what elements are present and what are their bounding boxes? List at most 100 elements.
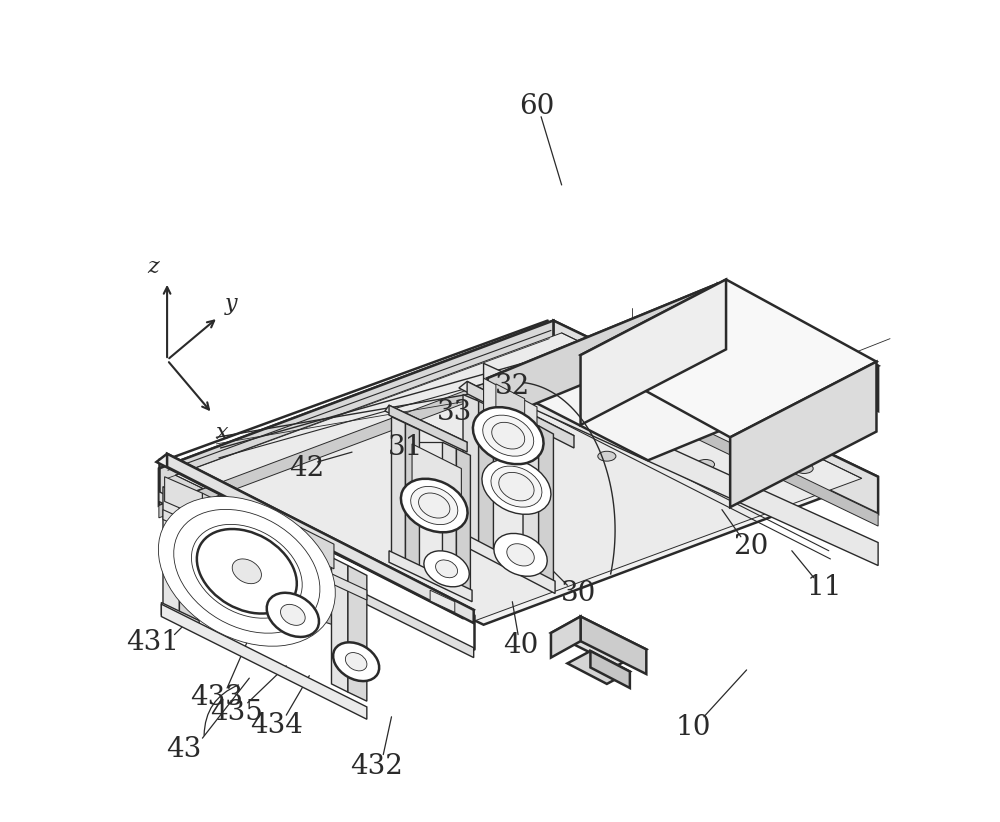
Polygon shape (391, 417, 405, 569)
Polygon shape (385, 405, 467, 448)
Polygon shape (268, 511, 301, 552)
Polygon shape (590, 651, 630, 688)
Polygon shape (706, 417, 747, 473)
Polygon shape (567, 651, 630, 684)
Polygon shape (586, 358, 627, 413)
Ellipse shape (795, 464, 813, 473)
Text: 42: 42 (289, 455, 324, 482)
Polygon shape (463, 395, 479, 551)
Polygon shape (581, 616, 646, 674)
Polygon shape (163, 557, 199, 584)
Text: z: z (147, 256, 159, 278)
Polygon shape (301, 528, 334, 569)
Text: y: y (225, 293, 237, 315)
Ellipse shape (598, 451, 616, 461)
Text: 10: 10 (675, 714, 711, 741)
Polygon shape (412, 444, 461, 506)
Polygon shape (179, 495, 198, 631)
Text: 32: 32 (495, 373, 530, 399)
Polygon shape (484, 378, 537, 448)
Polygon shape (165, 477, 202, 518)
Polygon shape (156, 454, 474, 618)
Text: x: x (216, 422, 229, 444)
Text: 11: 11 (807, 575, 842, 601)
Polygon shape (488, 284, 878, 460)
Polygon shape (539, 426, 553, 582)
Polygon shape (488, 284, 718, 423)
Polygon shape (484, 363, 878, 566)
Polygon shape (331, 574, 367, 600)
Text: 40: 40 (503, 632, 538, 658)
Polygon shape (202, 493, 235, 534)
Polygon shape (175, 333, 862, 621)
Ellipse shape (232, 559, 261, 584)
Polygon shape (163, 487, 179, 623)
Ellipse shape (191, 524, 302, 618)
Ellipse shape (826, 394, 849, 409)
Text: 30: 30 (560, 580, 596, 607)
Ellipse shape (197, 529, 297, 613)
Polygon shape (551, 616, 581, 658)
Ellipse shape (174, 510, 320, 633)
Polygon shape (479, 401, 493, 557)
Polygon shape (456, 449, 470, 600)
Text: 431: 431 (127, 630, 180, 656)
Polygon shape (581, 279, 726, 425)
Polygon shape (159, 321, 553, 506)
Polygon shape (163, 510, 199, 536)
Polygon shape (188, 546, 245, 575)
Polygon shape (697, 455, 755, 484)
Text: 434: 434 (250, 712, 303, 738)
Polygon shape (389, 405, 467, 452)
FancyArrowPatch shape (204, 685, 238, 736)
Polygon shape (159, 358, 553, 518)
Polygon shape (307, 605, 364, 635)
Ellipse shape (492, 423, 525, 449)
Ellipse shape (345, 653, 367, 671)
Ellipse shape (436, 560, 458, 578)
Ellipse shape (411, 487, 458, 524)
Ellipse shape (419, 493, 450, 518)
Polygon shape (553, 358, 878, 526)
Polygon shape (718, 284, 878, 411)
Polygon shape (581, 279, 876, 437)
Polygon shape (467, 381, 574, 448)
Polygon shape (161, 604, 367, 719)
Polygon shape (161, 603, 199, 633)
Polygon shape (159, 492, 474, 658)
Ellipse shape (768, 383, 791, 398)
Ellipse shape (499, 473, 534, 501)
Polygon shape (461, 532, 555, 593)
Polygon shape (553, 321, 878, 514)
Ellipse shape (158, 496, 335, 646)
Polygon shape (167, 454, 474, 623)
Text: 31: 31 (388, 435, 423, 461)
Ellipse shape (696, 459, 715, 469)
Text: 433: 433 (190, 684, 243, 710)
Ellipse shape (333, 642, 379, 681)
Polygon shape (459, 381, 574, 442)
Ellipse shape (494, 533, 547, 576)
Polygon shape (196, 508, 237, 564)
Polygon shape (496, 384, 525, 422)
Polygon shape (430, 590, 455, 612)
Polygon shape (442, 442, 456, 593)
Ellipse shape (491, 466, 542, 507)
Polygon shape (348, 566, 367, 701)
Polygon shape (159, 321, 878, 625)
Ellipse shape (401, 478, 468, 533)
Polygon shape (389, 551, 472, 602)
Polygon shape (551, 616, 646, 666)
Polygon shape (405, 423, 419, 575)
Ellipse shape (267, 593, 319, 637)
Polygon shape (315, 567, 356, 623)
Ellipse shape (482, 459, 551, 515)
Text: 20: 20 (733, 533, 768, 560)
Polygon shape (331, 557, 348, 692)
Text: 60: 60 (519, 94, 555, 120)
Text: 33: 33 (437, 399, 472, 426)
Text: 432: 432 (350, 753, 403, 779)
Text: 435: 435 (211, 700, 263, 726)
Polygon shape (578, 395, 636, 425)
Text: 43: 43 (166, 737, 201, 763)
